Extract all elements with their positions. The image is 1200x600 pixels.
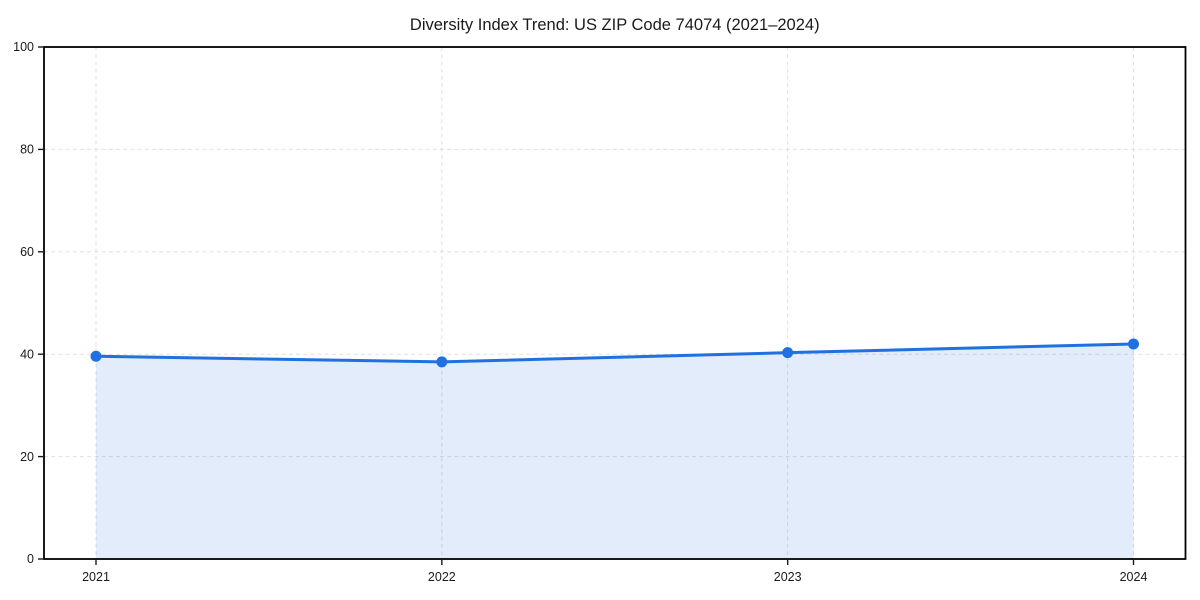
tick-marks-layer bbox=[38, 46, 1135, 565]
trend-line-layer bbox=[94, 342, 1135, 364]
y-tick-label: 0 bbox=[27, 552, 34, 566]
y-tick-label: 60 bbox=[20, 245, 34, 259]
y-tick-label: 100 bbox=[13, 40, 34, 54]
x-tick-label: 2021 bbox=[82, 570, 110, 584]
area-fill bbox=[96, 343, 1134, 559]
trend-line bbox=[94, 342, 1135, 364]
x-tick-label: 2023 bbox=[774, 570, 802, 584]
plot-frame bbox=[43, 46, 1187, 560]
area-fill-layer bbox=[96, 343, 1134, 559]
x-tick-label: 2024 bbox=[1120, 570, 1148, 584]
data-points-layer bbox=[90, 338, 1139, 368]
data-point-2022 bbox=[436, 356, 448, 368]
y-tick-label: 40 bbox=[20, 347, 34, 361]
data-point-2021 bbox=[90, 350, 102, 362]
axes-frame-layer bbox=[43, 46, 1187, 560]
chart-title: Diversity Index Trend: US ZIP Code 74074… bbox=[410, 16, 820, 34]
data-point-2023 bbox=[782, 347, 794, 359]
y-tick-label: 20 bbox=[20, 450, 34, 464]
gridlines-layer bbox=[44, 47, 1186, 559]
tick-labels-layer: 0 20 40 60 80 100 2021 2022 2023 2024 bbox=[13, 40, 1147, 584]
y-tick-label: 80 bbox=[20, 143, 34, 157]
data-point-2024 bbox=[1128, 338, 1139, 350]
x-tick-label: 2022 bbox=[428, 570, 456, 584]
